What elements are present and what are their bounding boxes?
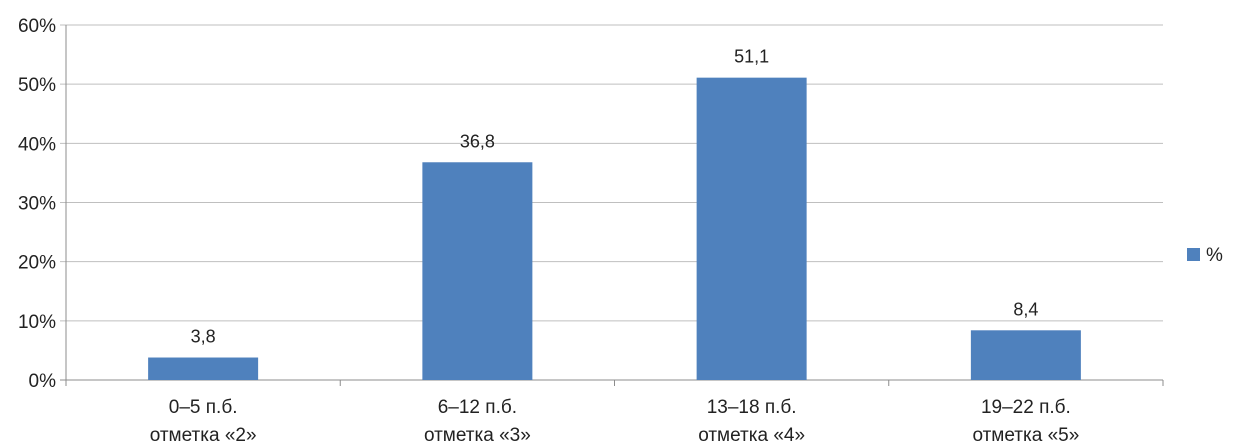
bar — [422, 162, 533, 380]
bar — [696, 77, 807, 381]
category-label: 13–18 п.б. — [707, 397, 797, 418]
y-tick-label: 30% — [18, 194, 56, 215]
bar — [970, 330, 1081, 380]
category-label: отметка «3» — [424, 425, 531, 445]
category-label: 19–22 п.б. — [981, 397, 1071, 418]
x-axis-categories: 0–5 п.б. отметка «2» 6–12 п.б. отметка «3» 1… — [150, 397, 1080, 445]
bar — [148, 357, 259, 380]
category-label: отметка «2» — [150, 425, 257, 445]
y-tick-label: 60% — [18, 16, 56, 37]
legend-swatch — [1187, 248, 1200, 261]
category-label: 6–12 п.б. — [438, 397, 517, 418]
data-labels: 3,8 36,8 51,1 8,4 — [191, 47, 1039, 347]
data-label: 8,4 — [1013, 299, 1038, 319]
category-label: отметка «5» — [972, 425, 1079, 445]
gridlines — [60, 24, 1163, 381]
legend: % — [1187, 245, 1223, 266]
data-label: 36,8 — [460, 131, 495, 151]
y-tick-label: 40% — [18, 134, 56, 155]
category-label: отметка «4» — [698, 425, 805, 445]
y-tick-label: 20% — [18, 253, 56, 274]
y-tick-label: 0% — [29, 371, 57, 392]
data-label: 3,8 — [191, 327, 216, 347]
data-label: 51,1 — [734, 47, 769, 67]
bars — [148, 77, 1081, 381]
y-tick-label: 50% — [18, 75, 56, 96]
x-axis — [65, 25, 1164, 386]
legend-label: % — [1206, 245, 1223, 266]
y-tick-label: 10% — [18, 312, 56, 333]
category-label: 0–5 п.б. — [169, 397, 238, 418]
y-axis-ticks: 0% 10% 20% 30% 40% 50% 60% — [18, 16, 56, 392]
